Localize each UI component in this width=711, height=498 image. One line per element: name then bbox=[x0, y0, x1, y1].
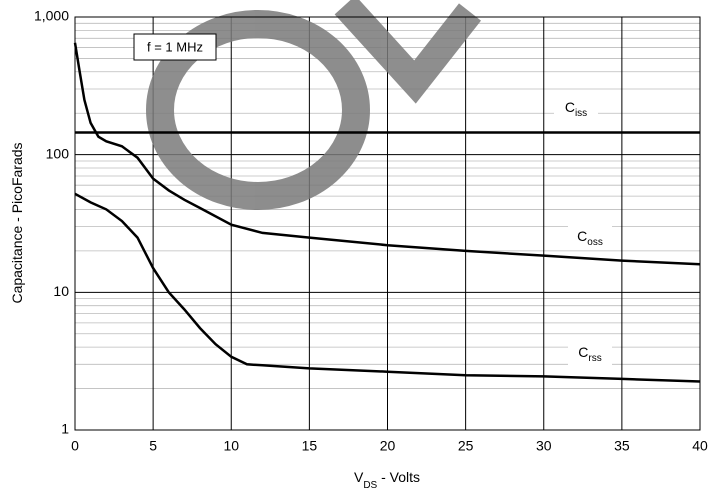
x-axis-label: VDS - Volts bbox=[354, 469, 420, 491]
x-tick-label: 5 bbox=[149, 438, 157, 454]
series-label: Coss bbox=[577, 228, 603, 248]
series-label: Ciss bbox=[565, 99, 587, 119]
series-label-bg bbox=[568, 341, 612, 365]
watermark-ring bbox=[146, 10, 370, 210]
annotation-box bbox=[133, 33, 217, 61]
series-line bbox=[74, 192, 701, 383]
series-label-bg bbox=[568, 225, 612, 249]
x-tick-label: 15 bbox=[302, 438, 318, 454]
series-label-bg bbox=[554, 96, 598, 120]
x-tick-label: 30 bbox=[536, 438, 552, 454]
annotation: f = 1 MHz bbox=[147, 39, 203, 54]
x-tick-label: 25 bbox=[458, 438, 474, 454]
plot-frame bbox=[74, 16, 701, 431]
series bbox=[73, 42, 701, 383]
watermark bbox=[146, 0, 482, 210]
x-tick-label: 10 bbox=[223, 438, 239, 454]
y-tick-label: 1,000 bbox=[34, 8, 69, 24]
series-label: Crss bbox=[578, 344, 601, 364]
y-tick-label: 100 bbox=[46, 145, 70, 161]
y-tick-label: 10 bbox=[53, 283, 69, 299]
y-axis-label: Capacitance - PicoFarads bbox=[9, 142, 25, 303]
series-line bbox=[73, 42, 701, 266]
x-tick-label: 40 bbox=[692, 438, 708, 454]
x-tick-label: 20 bbox=[380, 438, 396, 454]
x-tick-label: 0 bbox=[71, 438, 79, 454]
y-tick-label: 1 bbox=[61, 421, 69, 437]
watermark-chevron bbox=[334, 0, 482, 104]
x-tick-label: 35 bbox=[614, 438, 630, 454]
